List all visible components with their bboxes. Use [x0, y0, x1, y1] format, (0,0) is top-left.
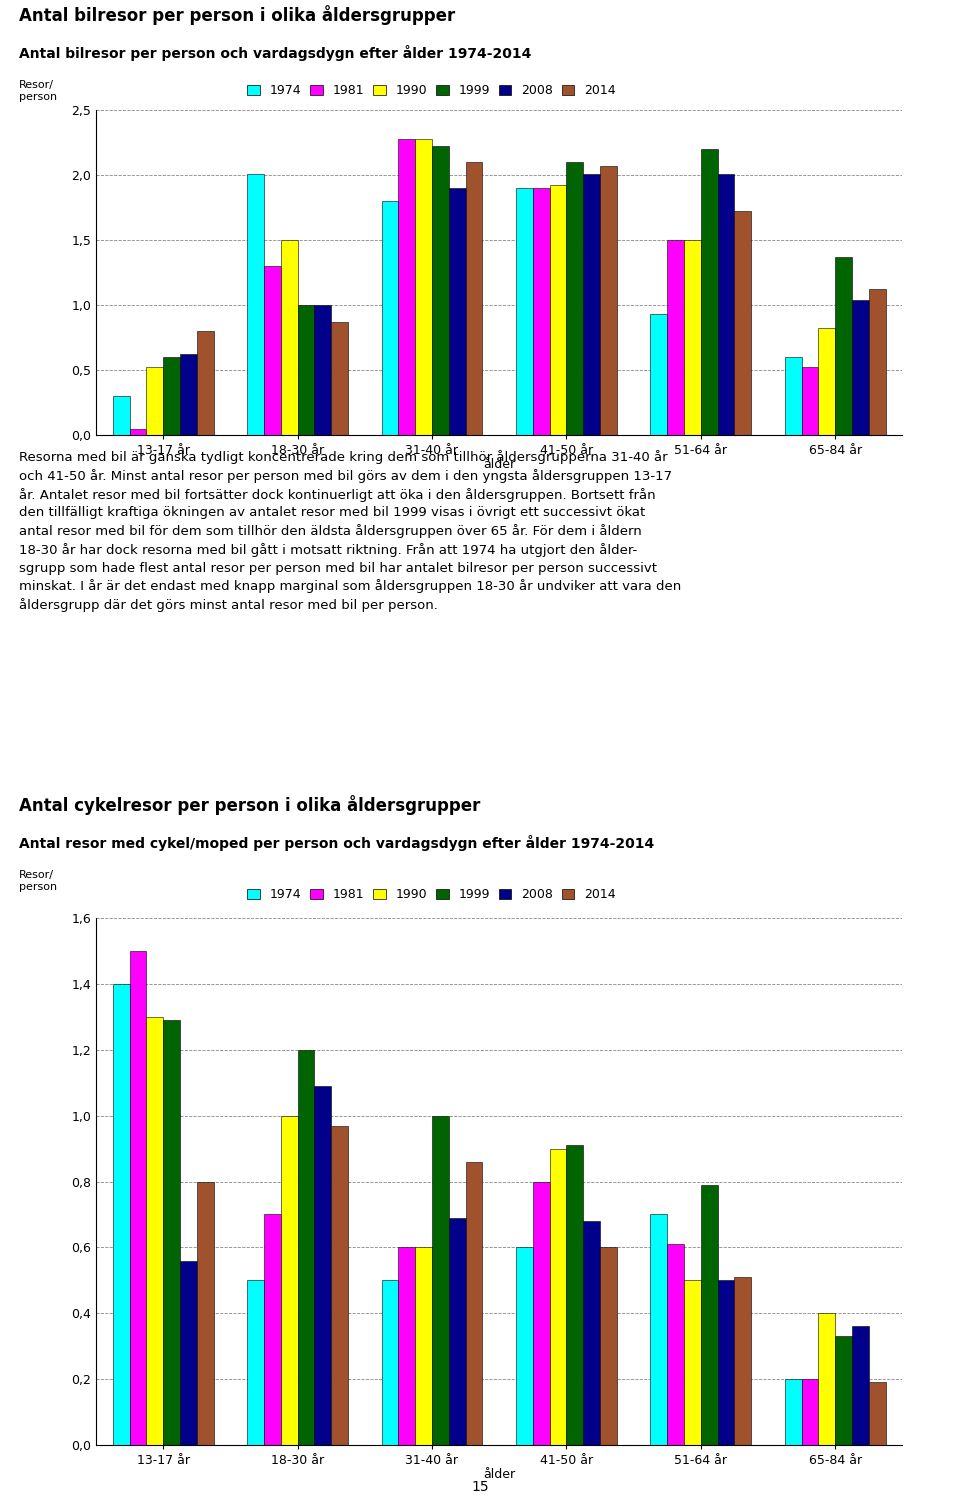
Bar: [146, 367, 163, 435]
Bar: [130, 429, 146, 435]
Bar: [298, 304, 314, 435]
Bar: [248, 1280, 264, 1445]
Bar: [432, 147, 448, 435]
Bar: [381, 1280, 398, 1445]
Text: 15: 15: [471, 1480, 489, 1495]
Bar: [448, 187, 466, 435]
Bar: [314, 1085, 331, 1445]
Bar: [264, 265, 280, 435]
Bar: [818, 328, 835, 435]
Bar: [684, 1280, 701, 1445]
Bar: [717, 1280, 734, 1445]
Bar: [398, 1247, 415, 1445]
Legend: 1974, 1981, 1990, 1999, 2008, 2014: 1974, 1981, 1990, 1999, 2008, 2014: [248, 84, 616, 97]
X-axis label: ålder: ålder: [483, 1469, 516, 1481]
Bar: [701, 1184, 717, 1445]
Bar: [650, 315, 667, 435]
X-axis label: ålder: ålder: [483, 459, 516, 471]
Bar: [146, 1016, 163, 1445]
Bar: [448, 1217, 466, 1445]
Bar: [331, 322, 348, 435]
Bar: [835, 1336, 852, 1445]
Bar: [802, 367, 818, 435]
Bar: [163, 357, 180, 435]
Legend: 1974, 1981, 1990, 1999, 2008, 2014: 1974, 1981, 1990, 1999, 2008, 2014: [248, 889, 616, 901]
Bar: [734, 1277, 751, 1445]
Text: Antal cykelresor per person i olika åldersgrupper: Antal cykelresor per person i olika ålde…: [19, 794, 481, 815]
Bar: [667, 1244, 684, 1445]
Bar: [466, 162, 482, 435]
Bar: [818, 1313, 835, 1445]
Bar: [734, 211, 751, 435]
Bar: [701, 148, 717, 435]
Bar: [280, 1115, 298, 1445]
Text: Antal resor med cykel/moped per person och vardagsdygn efter ålder 1974-2014: Antal resor med cykel/moped per person o…: [19, 835, 655, 851]
Bar: [298, 1049, 314, 1445]
Bar: [583, 1222, 600, 1445]
Bar: [549, 1148, 566, 1445]
Bar: [852, 1327, 869, 1445]
Bar: [248, 174, 264, 435]
Bar: [717, 174, 734, 435]
Bar: [398, 138, 415, 435]
Bar: [113, 983, 130, 1445]
Text: Antal bilresor per person och vardagsdygn efter ålder 1974-2014: Antal bilresor per person och vardagsdyg…: [19, 45, 532, 61]
Bar: [869, 1382, 885, 1445]
Bar: [784, 1379, 802, 1445]
Text: Antal bilresor per person i olika åldersgrupper: Antal bilresor per person i olika ålders…: [19, 4, 455, 25]
Bar: [533, 187, 549, 435]
Bar: [331, 1126, 348, 1445]
Bar: [533, 1181, 549, 1445]
Bar: [432, 1115, 448, 1445]
Bar: [566, 162, 583, 435]
Bar: [852, 300, 869, 435]
Bar: [566, 1145, 583, 1445]
Bar: [415, 1247, 432, 1445]
Bar: [784, 357, 802, 435]
Bar: [835, 256, 852, 435]
Bar: [264, 1214, 280, 1445]
Bar: [415, 138, 432, 435]
Text: Resor/
person: Resor/ person: [19, 79, 58, 102]
Bar: [667, 240, 684, 435]
Text: Resorna med bil är ganska tydligt koncentrerade kring dem som tillhör åldersgrup: Resorna med bil är ganska tydligt koncen…: [19, 450, 682, 613]
Bar: [684, 240, 701, 435]
Bar: [113, 396, 130, 435]
Bar: [516, 187, 533, 435]
Bar: [163, 1021, 180, 1445]
Bar: [130, 950, 146, 1445]
Bar: [600, 1247, 616, 1445]
Bar: [549, 186, 566, 435]
Bar: [280, 240, 298, 435]
Bar: [650, 1214, 667, 1445]
Bar: [314, 304, 331, 435]
Bar: [180, 354, 197, 435]
Bar: [381, 201, 398, 435]
Text: Resor/
person: Resor/ person: [19, 869, 58, 892]
Bar: [197, 1181, 213, 1445]
Bar: [516, 1247, 533, 1445]
Bar: [600, 166, 616, 435]
Bar: [802, 1379, 818, 1445]
Bar: [180, 1261, 197, 1445]
Bar: [869, 289, 885, 435]
Bar: [466, 1162, 482, 1445]
Bar: [197, 331, 213, 435]
Bar: [583, 174, 600, 435]
